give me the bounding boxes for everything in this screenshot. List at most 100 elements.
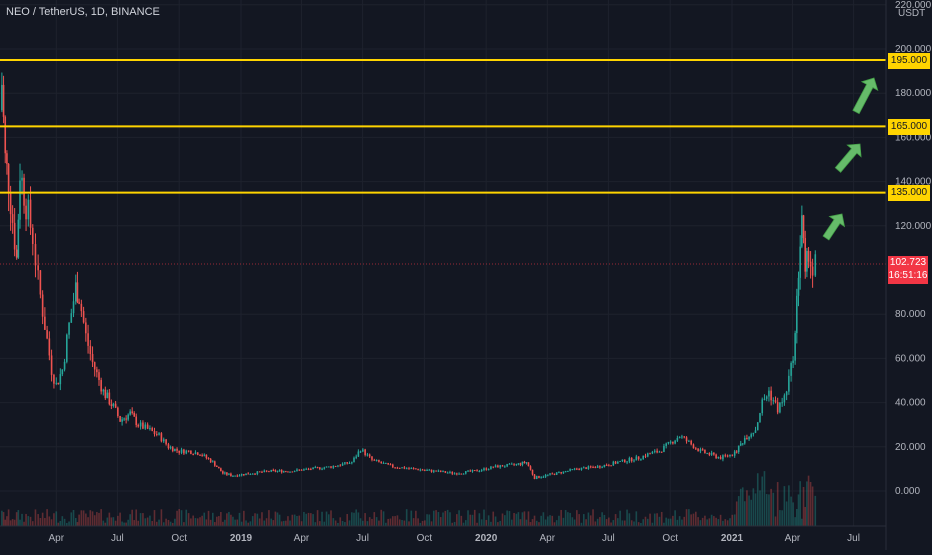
volume-bar — [23, 521, 25, 526]
volume-bar — [580, 522, 583, 526]
volume-bar — [91, 511, 94, 526]
volume-bar — [633, 521, 635, 526]
countdown-timer: 16:51:16 — [888, 270, 928, 281]
candle-body — [389, 464, 392, 466]
candle-body — [180, 449, 183, 453]
volume-bar — [392, 516, 394, 526]
volume-bar — [432, 510, 435, 526]
volume-bar — [695, 511, 697, 526]
candle-body — [794, 333, 796, 361]
candle-body — [605, 464, 608, 466]
candle-body — [162, 439, 165, 442]
volume-bar — [688, 509, 690, 526]
volume-bar — [57, 522, 60, 526]
volume-bar — [437, 511, 440, 526]
candle-body — [218, 466, 220, 469]
volume-bar — [100, 509, 102, 526]
candle-body — [476, 470, 478, 472]
candle-body — [398, 467, 401, 469]
candle-body — [701, 449, 704, 451]
candle-body — [569, 469, 571, 471]
candle-body — [382, 462, 385, 464]
candle-body — [357, 451, 360, 457]
candle-body — [169, 447, 172, 449]
volume-bar — [485, 519, 488, 526]
volume-bar — [201, 515, 203, 526]
volume-bar — [285, 520, 287, 526]
candle-body — [768, 390, 770, 397]
candle-body — [194, 452, 197, 455]
level-195-tag[interactable]: 195.000 — [888, 53, 930, 69]
candle-body — [797, 277, 800, 296]
last-price-value: 102.723 — [889, 257, 927, 268]
candle-body — [735, 451, 738, 453]
candle-body — [558, 472, 560, 474]
candle-body — [781, 402, 783, 404]
candle-body — [196, 452, 199, 455]
candle-body — [765, 396, 768, 399]
volume-bar — [183, 522, 185, 526]
volume-bar — [61, 516, 64, 526]
candle-body — [774, 400, 777, 403]
volume-bar — [258, 518, 261, 526]
candle-body — [515, 464, 518, 466]
candle-body — [300, 469, 303, 471]
volume-bar — [274, 511, 277, 526]
volume-bar — [797, 494, 800, 526]
candle-body — [53, 374, 55, 384]
volume-bar — [63, 518, 66, 526]
volume-bar — [708, 518, 711, 526]
volume-bar — [15, 512, 18, 526]
volume-bar — [276, 512, 279, 526]
candle-body — [142, 422, 144, 429]
candle-body — [589, 466, 592, 468]
volume-bar — [783, 486, 786, 526]
volume-bar — [419, 522, 422, 526]
volume-bar — [389, 518, 392, 526]
candle-body — [93, 362, 96, 370]
volume-bar — [339, 517, 342, 526]
candle-body — [6, 153, 8, 164]
candle-body — [66, 334, 68, 362]
candle-body — [592, 466, 594, 468]
volume-bar — [21, 513, 23, 526]
level-165-tag[interactable]: 165.000 — [888, 119, 930, 135]
candle-body — [68, 322, 70, 335]
volume-bar — [731, 514, 734, 526]
volume-bar — [499, 520, 501, 526]
volume-bar — [469, 514, 472, 526]
up-arrow-icon — [834, 143, 862, 173]
candle-body — [428, 469, 431, 471]
candle-body — [387, 462, 389, 465]
volume-bar — [490, 521, 492, 526]
level-135-tag[interactable]: 135.000 — [888, 185, 930, 201]
candle-body — [599, 466, 601, 468]
x-tick-label: 2020 — [475, 533, 498, 544]
candle-body — [337, 465, 339, 467]
volume-bar — [515, 513, 518, 526]
last-price-tag[interactable]: 102.723 16:51:16 — [888, 256, 928, 284]
candle-body — [287, 471, 289, 473]
volume-bar — [426, 514, 428, 526]
volume-bar — [238, 512, 241, 526]
candle-body — [41, 294, 44, 317]
candle-body — [713, 452, 715, 455]
volume-bar — [220, 511, 222, 526]
volume-bar — [149, 515, 151, 526]
volume-bar — [251, 516, 254, 526]
volume-bar — [368, 517, 371, 526]
volume-bar — [408, 521, 410, 526]
volume-bar — [603, 514, 606, 526]
candle-body — [57, 382, 60, 385]
volume-bar — [737, 496, 740, 526]
candle-body — [790, 362, 792, 376]
volume-bar — [344, 522, 346, 526]
volume-bar — [82, 510, 85, 526]
candle-body — [460, 473, 463, 475]
candle-body — [683, 436, 686, 438]
candle-body — [339, 465, 342, 467]
volume-bar — [66, 522, 68, 526]
candle-body — [783, 395, 786, 403]
